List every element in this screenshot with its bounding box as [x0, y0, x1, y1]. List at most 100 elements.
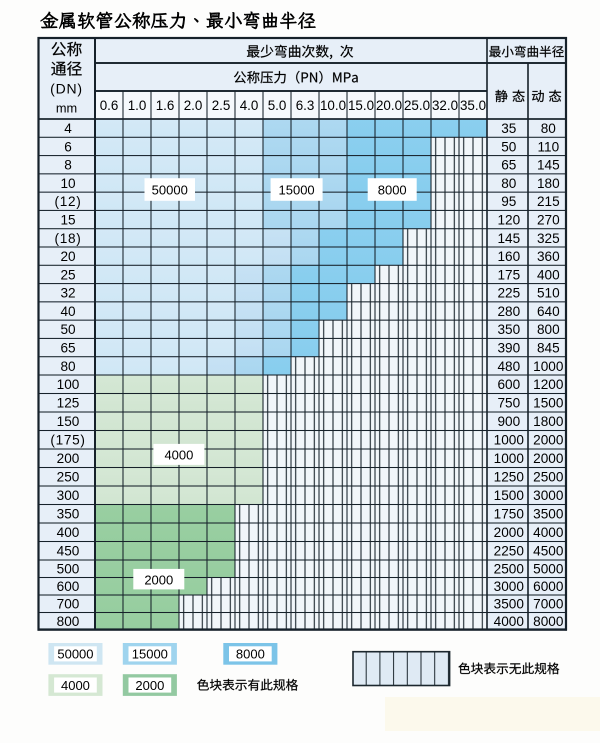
svg-text:mm: mm	[56, 100, 77, 115]
svg-text:40: 40	[60, 304, 76, 319]
svg-text:1000: 1000	[533, 359, 564, 374]
svg-text:50000: 50000	[57, 647, 93, 662]
svg-text:150: 150	[57, 414, 80, 429]
svg-text:750: 750	[497, 396, 520, 411]
svg-text:2250: 2250	[494, 544, 525, 559]
svg-text:25.0: 25.0	[404, 98, 430, 113]
svg-text:1250: 1250	[494, 470, 525, 485]
svg-text:5000: 5000	[533, 562, 564, 577]
svg-text:(175): (175)	[50, 433, 85, 448]
svg-text:200: 200	[57, 451, 80, 466]
svg-text:15000: 15000	[132, 647, 168, 662]
svg-text:2500: 2500	[533, 470, 564, 485]
svg-text:50: 50	[60, 322, 76, 337]
svg-text:160: 160	[497, 249, 520, 264]
svg-text:2500: 2500	[494, 562, 525, 577]
svg-text:50000: 50000	[152, 183, 188, 198]
svg-text:0.6: 0.6	[100, 98, 119, 113]
svg-text:8000: 8000	[533, 614, 564, 629]
svg-text:120: 120	[497, 213, 520, 228]
svg-text:1500: 1500	[533, 396, 564, 411]
svg-text:4.0: 4.0	[240, 98, 259, 113]
svg-text:325: 325	[537, 231, 560, 246]
svg-text:845: 845	[537, 341, 560, 356]
svg-text:7000: 7000	[533, 597, 564, 612]
svg-text:300: 300	[57, 488, 80, 503]
svg-text:1800: 1800	[533, 414, 564, 429]
svg-text:4000: 4000	[61, 678, 90, 693]
svg-text:10: 10	[60, 176, 76, 191]
svg-text:225: 225	[497, 286, 520, 301]
svg-text:80: 80	[501, 176, 517, 191]
svg-text:4000: 4000	[533, 525, 564, 540]
svg-text:2.5: 2.5	[212, 98, 231, 113]
svg-text:8: 8	[64, 158, 72, 173]
svg-text:15: 15	[60, 213, 75, 228]
svg-text:35: 35	[501, 121, 516, 136]
svg-text:1500: 1500	[494, 488, 525, 503]
svg-text:65: 65	[60, 341, 75, 356]
svg-text:20: 20	[60, 249, 76, 264]
svg-text:175: 175	[497, 267, 520, 282]
svg-text:510: 510	[537, 286, 560, 301]
svg-text:20.0: 20.0	[376, 98, 402, 113]
svg-text:250: 250	[57, 470, 80, 485]
svg-text:(18): (18)	[55, 231, 82, 246]
svg-text:180: 180	[537, 176, 560, 191]
svg-text:32.0: 32.0	[432, 98, 458, 113]
svg-text:8000: 8000	[378, 183, 407, 198]
svg-text:480: 480	[497, 359, 520, 374]
svg-text:2000: 2000	[144, 572, 173, 587]
svg-text:4500: 4500	[533, 544, 564, 559]
svg-text:2000: 2000	[533, 433, 564, 448]
svg-text:32: 32	[60, 286, 75, 301]
svg-text:8000: 8000	[236, 647, 265, 662]
svg-text:(12): (12)	[55, 194, 82, 209]
svg-text:600: 600	[57, 579, 80, 594]
svg-text:640: 640	[537, 304, 560, 319]
svg-text:1000: 1000	[494, 451, 525, 466]
svg-text:1.6: 1.6	[156, 98, 175, 113]
svg-text:145: 145	[537, 158, 560, 173]
svg-text:390: 390	[497, 341, 520, 356]
svg-text:6000: 6000	[533, 579, 564, 594]
svg-text:2000: 2000	[533, 451, 564, 466]
svg-text:450: 450	[57, 544, 80, 559]
svg-text:15000: 15000	[279, 183, 315, 198]
svg-text:800: 800	[537, 322, 560, 337]
svg-text:(DN): (DN)	[50, 81, 83, 97]
svg-text:3000: 3000	[494, 579, 525, 594]
svg-text:2.0: 2.0	[184, 98, 203, 113]
svg-text:270: 270	[537, 213, 560, 228]
svg-text:700: 700	[57, 597, 80, 612]
svg-text:3000: 3000	[533, 488, 564, 503]
svg-text:5.0: 5.0	[268, 98, 287, 113]
svg-text:4000: 4000	[494, 614, 525, 629]
svg-text:900: 900	[497, 414, 520, 429]
svg-text:10.0: 10.0	[320, 98, 346, 113]
svg-text:500: 500	[57, 562, 80, 577]
svg-text:15.0: 15.0	[348, 98, 374, 113]
svg-text:125: 125	[57, 396, 80, 411]
svg-text:360: 360	[537, 249, 560, 264]
svg-text:1000: 1000	[494, 433, 525, 448]
svg-text:145: 145	[497, 231, 520, 246]
svg-text:1.0: 1.0	[128, 98, 147, 113]
svg-text:400: 400	[537, 267, 560, 282]
svg-text:400: 400	[57, 525, 80, 540]
svg-text:6: 6	[64, 139, 72, 154]
svg-text:2000: 2000	[135, 678, 164, 693]
svg-text:65: 65	[501, 158, 516, 173]
svg-text:350: 350	[497, 322, 520, 337]
svg-text:100: 100	[57, 377, 80, 392]
svg-text:50: 50	[501, 139, 517, 154]
svg-text:4: 4	[64, 121, 72, 136]
svg-text:350: 350	[57, 507, 80, 522]
svg-text:4000: 4000	[164, 448, 193, 463]
svg-text:1750: 1750	[494, 507, 525, 522]
svg-text:1200: 1200	[533, 377, 564, 392]
svg-text:600: 600	[497, 377, 520, 392]
svg-text:35.0: 35.0	[460, 98, 486, 113]
svg-text:6.3: 6.3	[296, 98, 315, 113]
svg-text:3500: 3500	[533, 507, 564, 522]
